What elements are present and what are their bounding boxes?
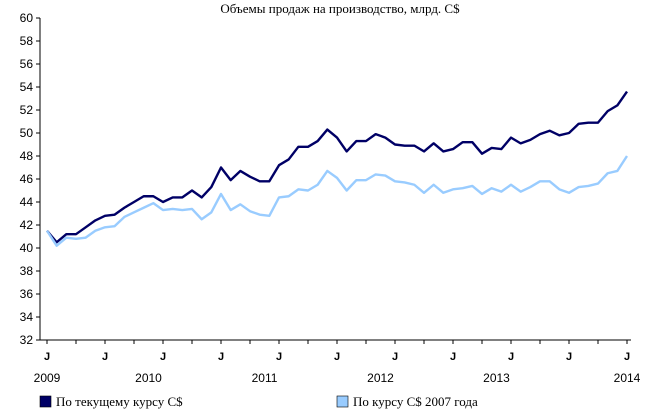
x-tick-label: J [508, 351, 514, 363]
y-tick-label: 56 [20, 57, 34, 71]
y-tick-label: 60 [20, 11, 34, 25]
y-tick-label: 42 [20, 218, 34, 232]
y-tick-label: 36 [20, 287, 34, 301]
plot-area: 32 34 36 38 40 42 44 46 48 50 52 54 56 58 60 J J J J J J J J J J… [20, 11, 641, 385]
chart-title: Объемы продаж на производство, млрд. C$ [220, 1, 460, 16]
legend-swatch-2 [336, 395, 349, 408]
x-tick-label: J [450, 351, 456, 363]
year-label: 2009 [34, 371, 61, 385]
y-tick-label: 50 [20, 126, 34, 140]
x-tick-label: J [334, 351, 340, 363]
x-tick-label: J [624, 351, 630, 363]
x-tick-label: J [102, 351, 108, 363]
year-label: 2013 [483, 371, 510, 385]
y-tick-label: 44 [20, 195, 34, 209]
y-tick-label: 38 [20, 264, 34, 278]
y-tick-label: 46 [20, 172, 34, 186]
y-tick-label: 40 [20, 241, 34, 255]
legend: По текущему курсу C$ По курсу C$ 2007 год… [39, 394, 478, 409]
legend-label-1: По текущему курсу C$ [56, 394, 183, 409]
series-line-2 [45, 155, 629, 247]
y-tick-label: 34 [20, 310, 34, 324]
year-label: 2010 [135, 371, 162, 385]
y-tick-label: 58 [20, 34, 34, 48]
series-line-1 [46, 90, 628, 244]
x-tick-label: J [392, 351, 398, 363]
y-tick-label: 32 [20, 333, 34, 347]
x-tick-label: J [44, 351, 50, 363]
y-tick-label: 54 [20, 80, 34, 94]
legend-label-2: По курсу C$ 2007 года [353, 394, 478, 409]
x-tick-label: J [566, 351, 572, 363]
year-label: 2012 [367, 371, 394, 385]
x-tick-label: J [276, 351, 282, 363]
y-tick-label: 48 [20, 149, 34, 163]
y-tick-label: 52 [20, 103, 34, 117]
year-label: 2014 [614, 371, 641, 385]
x-tick-label: J [218, 351, 224, 363]
x-tick-label: J [160, 351, 166, 363]
legend-swatch-1 [39, 395, 52, 408]
year-label: 2011 [252, 371, 278, 385]
